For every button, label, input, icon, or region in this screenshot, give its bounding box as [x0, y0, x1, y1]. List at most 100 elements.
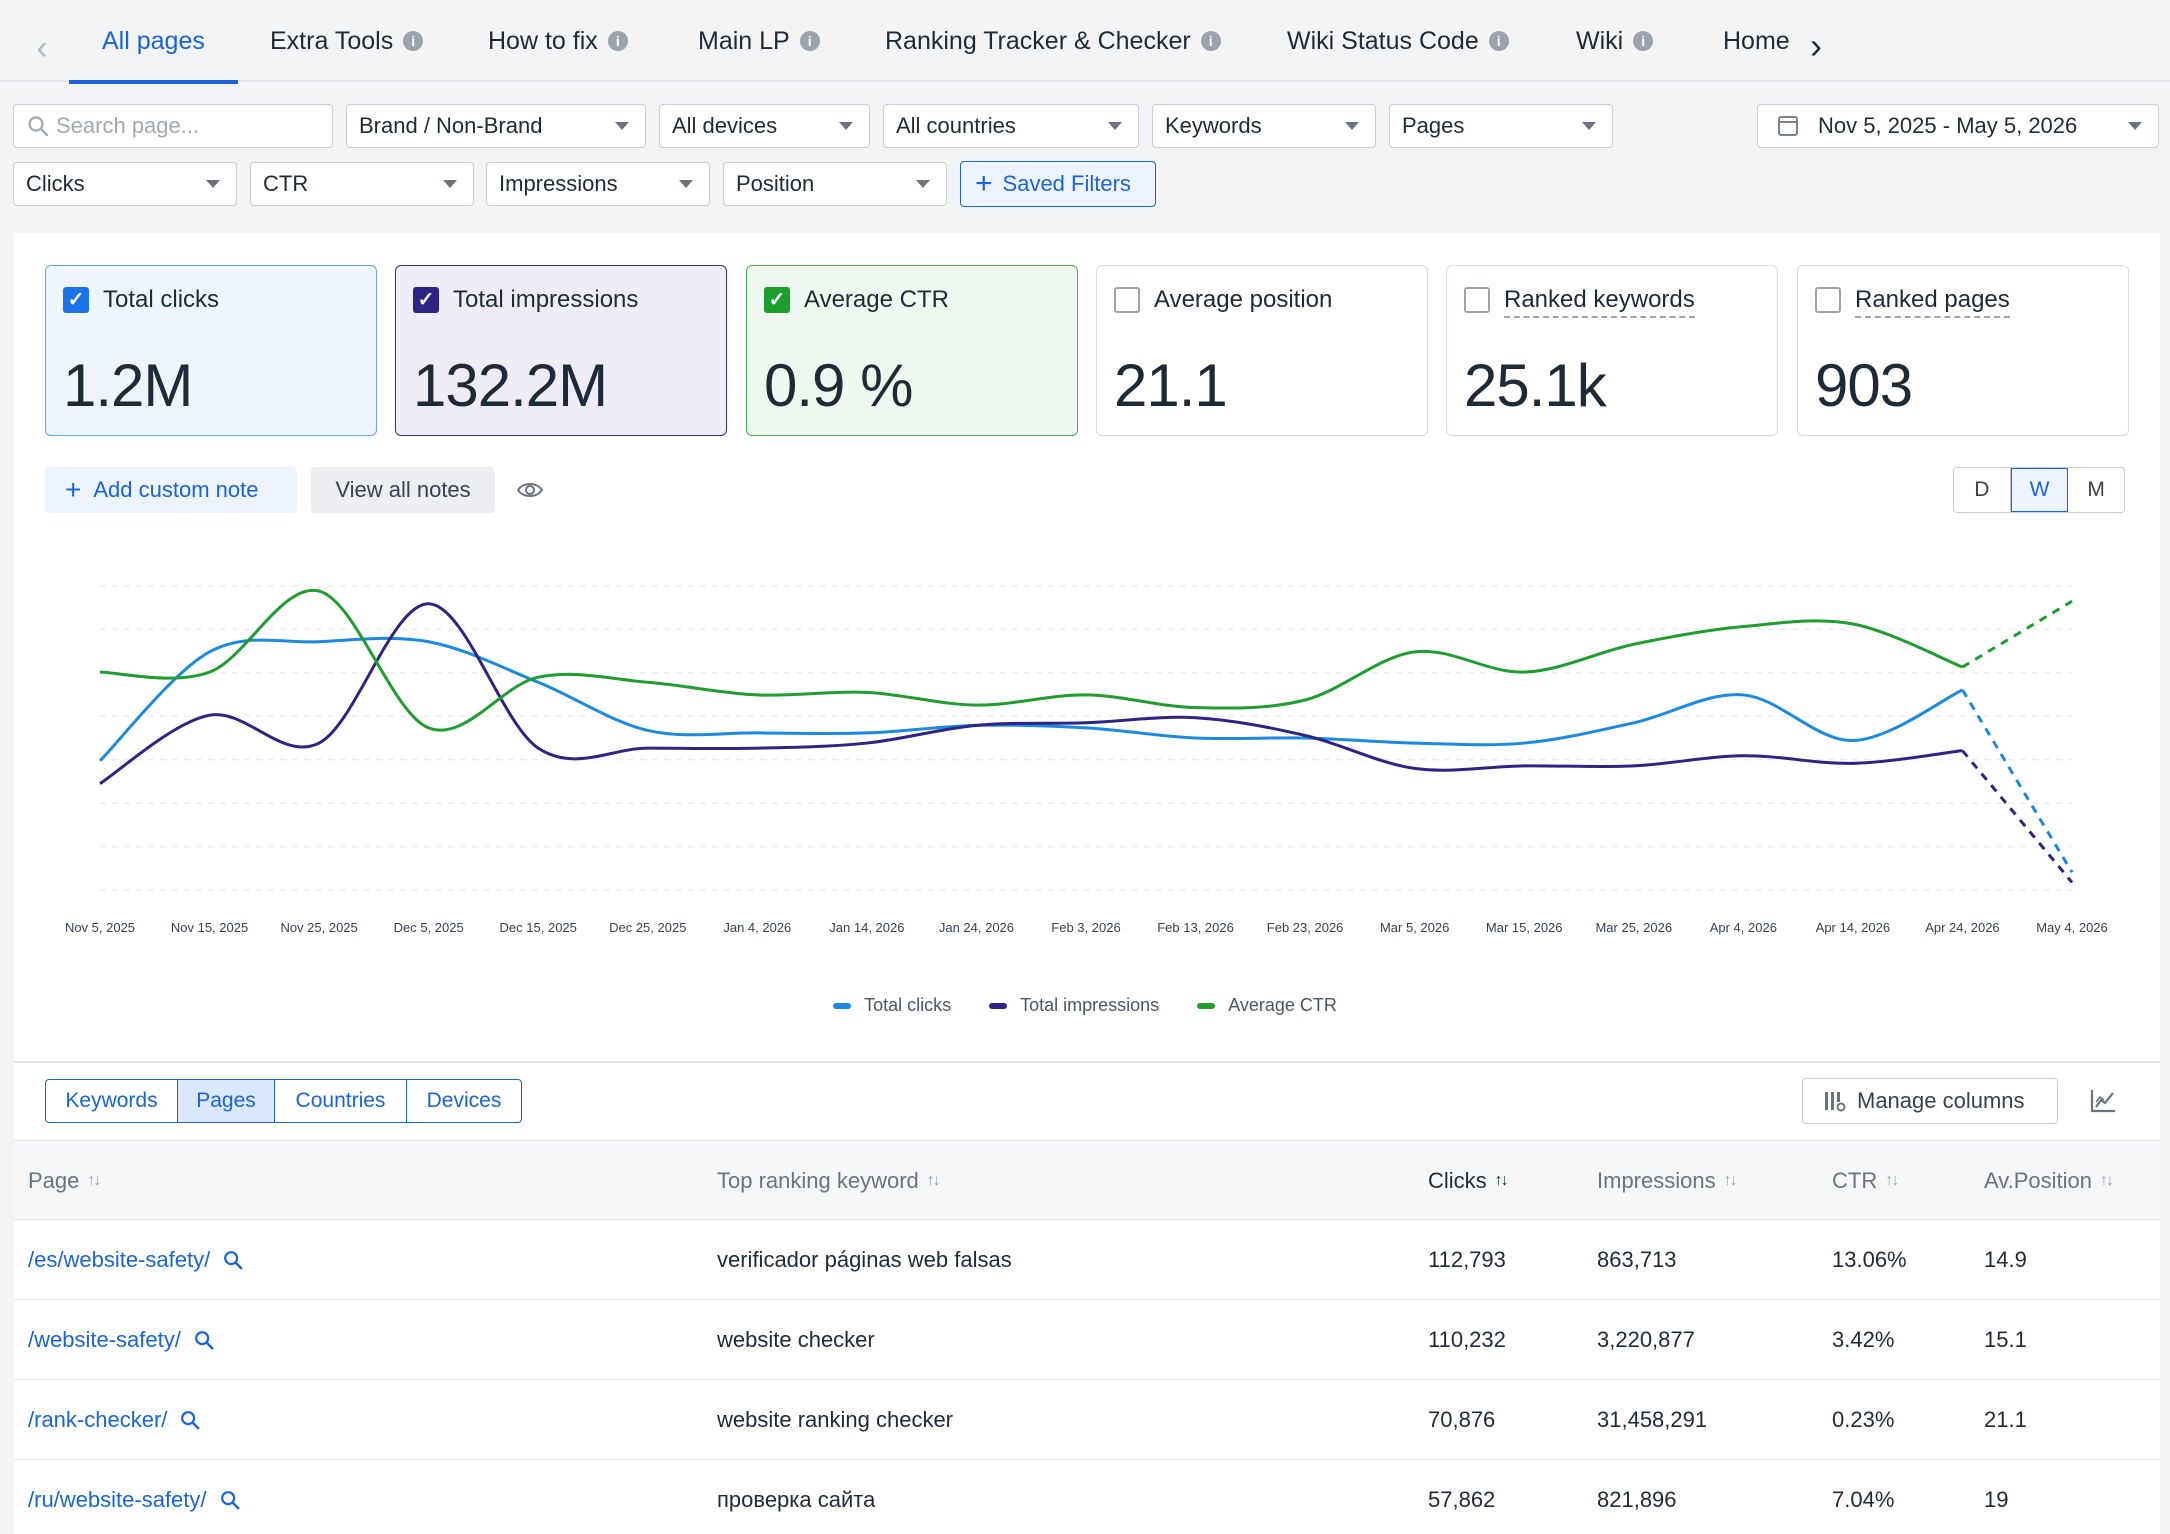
legend-item[interactable]: Total clicks — [833, 995, 951, 1016]
table-row[interactable]: /es/website-safety/verificador páginas w… — [14, 1220, 2160, 1300]
info-icon[interactable]: i — [403, 31, 424, 51]
data-point[interactable] — [423, 598, 435, 610]
page-link[interactable]: /website-safety/ — [28, 1327, 181, 1352]
tab-wiki[interactable]: Wiki i — [1576, 0, 1654, 82]
column-header-position[interactable]: Av.Position ↑↓ — [1984, 1141, 2114, 1221]
saved-filters-button[interactable]: + Saved Filters — [960, 161, 1156, 207]
kpi-card-total-impressions[interactable]: ✓ Total impressions 132.2M — [395, 265, 727, 436]
data-point[interactable] — [751, 742, 763, 754]
eye-icon[interactable] — [516, 478, 544, 502]
data-point[interactable] — [1628, 638, 1640, 650]
data-point[interactable] — [1847, 735, 1859, 747]
search-icon[interactable] — [179, 1409, 201, 1431]
page-link[interactable]: /es/website-safety/ — [28, 1247, 211, 1272]
data-point[interactable] — [861, 737, 873, 749]
impressions-filter-select[interactable]: Impressions — [486, 162, 710, 206]
dimension-tab-pages[interactable]: Pages — [178, 1080, 275, 1122]
data-point[interactable] — [313, 636, 325, 648]
page-link-cell[interactable]: /website-safety/ — [28, 1300, 215, 1380]
search-icon[interactable] — [193, 1329, 215, 1351]
view-all-notes-button[interactable]: View all notes — [311, 467, 495, 513]
legend-item[interactable]: Average CTR — [1197, 995, 1337, 1016]
data-point[interactable] — [204, 709, 216, 721]
info-icon[interactable]: i — [799, 31, 820, 51]
countries-filter-select[interactable]: All countries — [883, 104, 1139, 148]
kpi-card-total-clicks[interactable]: ✓ Total clicks 1.2M — [45, 265, 377, 436]
column-header-clicks[interactable]: Clicks ↑↓ — [1428, 1141, 1509, 1221]
data-point[interactable] — [204, 666, 216, 678]
data-point[interactable] — [423, 722, 435, 734]
tab-main-lp[interactable]: Main LP i — [698, 0, 820, 82]
data-point[interactable] — [94, 778, 106, 790]
tab-home[interactable]: Home — [1723, 0, 1793, 82]
checkbox-unchecked-icon[interactable] — [1114, 287, 1140, 313]
data-point[interactable] — [1409, 762, 1421, 774]
data-point[interactable] — [1299, 694, 1311, 706]
info-icon[interactable]: i — [607, 31, 628, 51]
manage-columns-button[interactable]: Manage columns — [1802, 1078, 2058, 1124]
checkbox-unchecked-icon[interactable] — [1464, 287, 1490, 313]
tabs-next-arrow-icon[interactable]: › — [1810, 25, 1822, 66]
page-link-cell[interactable]: /ru/website-safety/ — [28, 1460, 241, 1534]
brand-filter-select[interactable]: Brand / Non-Brand — [346, 104, 646, 148]
data-point[interactable] — [1518, 760, 1530, 772]
pages-filter-select[interactable]: Pages — [1389, 104, 1613, 148]
granularity-day-button[interactable]: D — [1954, 468, 2011, 512]
kpi-card-average-position[interactable]: Average position 21.1 — [1096, 265, 1428, 436]
info-icon[interactable]: i — [1200, 31, 1221, 51]
tab-extra-tools[interactable]: Extra Tools i — [270, 0, 424, 82]
data-point[interactable] — [532, 742, 544, 754]
info-icon[interactable]: i — [1633, 31, 1654, 51]
tab-all-pages[interactable]: All pages — [69, 0, 238, 84]
data-point[interactable] — [1080, 717, 1092, 729]
data-point[interactable] — [1190, 732, 1202, 744]
data-point[interactable] — [751, 727, 763, 739]
data-point[interactable] — [2066, 595, 2078, 607]
checkbox-checked-icon[interactable]: ✓ — [63, 287, 89, 313]
column-header-ctr[interactable]: CTR ↑↓ — [1832, 1141, 1899, 1221]
kpi-card-ranked-pages[interactable]: Ranked pages 903 — [1797, 265, 2129, 436]
keywords-filter-select[interactable]: Keywords — [1152, 104, 1376, 148]
table-row[interactable]: /rank-checker/website ranking checker 70,… — [14, 1380, 2160, 1460]
data-point[interactable] — [313, 737, 325, 749]
data-point[interactable] — [1080, 689, 1092, 701]
dimension-tab-keywords[interactable]: Keywords — [46, 1080, 178, 1122]
data-point[interactable] — [1956, 684, 1968, 696]
page-link[interactable]: /rank-checker/ — [28, 1407, 168, 1432]
dimension-tab-countries[interactable]: Countries — [275, 1080, 407, 1122]
data-point[interactable] — [642, 724, 654, 736]
data-point[interactable] — [1190, 702, 1202, 714]
legend-item[interactable]: Total impressions — [989, 995, 1159, 1016]
column-header-page[interactable]: Page ↑↓ — [28, 1141, 101, 1221]
data-point[interactable] — [1409, 737, 1421, 749]
tab-how-to-fix[interactable]: How to fix i — [488, 0, 628, 82]
data-point[interactable] — [94, 666, 106, 678]
ctr-filter-select[interactable]: CTR — [250, 162, 474, 206]
data-point[interactable] — [313, 585, 325, 597]
data-point[interactable] — [1628, 717, 1640, 729]
data-point[interactable] — [1847, 618, 1859, 630]
data-point[interactable] — [94, 755, 106, 767]
data-point[interactable] — [532, 671, 544, 683]
add-custom-note-button[interactable]: + Add custom note — [45, 467, 297, 513]
search-icon[interactable] — [219, 1489, 241, 1511]
data-point[interactable] — [1956, 661, 1968, 673]
clicks-filter-select[interactable]: Clicks — [13, 162, 237, 206]
page-link-cell[interactable]: /es/website-safety/ — [28, 1220, 244, 1300]
tab-wiki-status-code[interactable]: Wiki Status Code i — [1287, 0, 1509, 82]
checkbox-checked-icon[interactable]: ✓ — [413, 287, 439, 313]
table-row[interactable]: /website-safety/website checker 110,232 3,… — [14, 1300, 2160, 1380]
table-row[interactable]: /ru/website-safety/проверка сайта 57,862 8… — [14, 1460, 2160, 1534]
data-point[interactable] — [1847, 757, 1859, 769]
data-point[interactable] — [1518, 737, 1530, 749]
search-icon[interactable] — [222, 1249, 244, 1271]
data-point[interactable] — [751, 689, 763, 701]
data-point[interactable] — [970, 699, 982, 711]
data-point[interactable] — [1737, 689, 1749, 701]
checkbox-checked-icon[interactable]: ✓ — [764, 287, 790, 313]
tabs-prev-arrow-icon[interactable]: ‹ — [36, 29, 48, 67]
kpi-card-average-ctr[interactable]: ✓ Average CTR 0.9 % — [746, 265, 1078, 436]
granularity-week-button[interactable]: W — [2010, 468, 2069, 512]
data-point[interactable] — [1518, 666, 1530, 678]
data-point[interactable] — [1628, 760, 1640, 772]
